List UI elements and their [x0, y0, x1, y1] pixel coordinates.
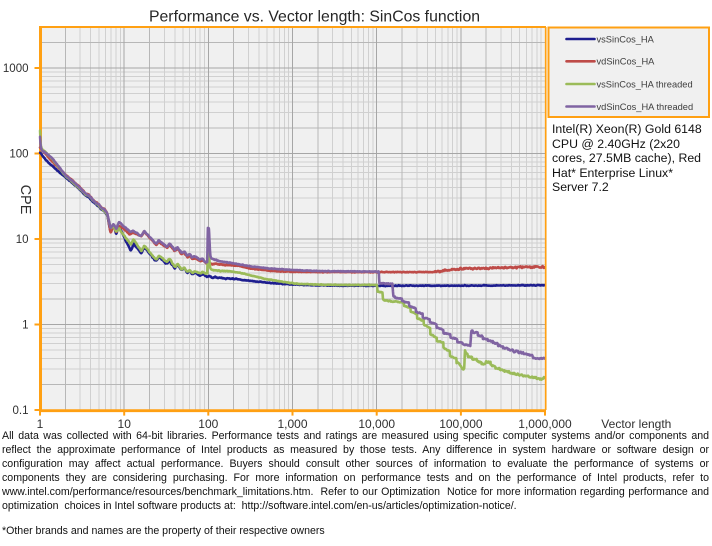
svg-text:CPE: CPE — [17, 185, 33, 215]
svg-text:100: 100 — [9, 149, 28, 161]
svg-text:vdSinCos_HA threaded: vdSinCos_HA threaded — [597, 102, 694, 112]
svg-text:1: 1 — [37, 417, 44, 431]
svg-text:100: 100 — [198, 417, 218, 431]
svg-text:10,000: 10,000 — [358, 417, 395, 431]
svg-text:Performance vs. Vector length:: Performance vs. Vector length: SinCos fu… — [149, 9, 480, 26]
svg-text:0.1: 0.1 — [13, 405, 29, 417]
svg-text:1000: 1000 — [3, 63, 29, 75]
svg-text:10: 10 — [16, 234, 29, 246]
svg-text:10: 10 — [118, 417, 132, 431]
svg-text:vdSinCos_HA: vdSinCos_HA — [597, 57, 656, 67]
svg-text:1: 1 — [22, 320, 28, 332]
svg-text:100,000: 100,000 — [439, 417, 483, 431]
svg-text:1,000: 1,000 — [277, 417, 307, 431]
svg-text:Vector length: Vector length — [601, 417, 671, 431]
svg-text:vsSinCos_HA: vsSinCos_HA — [597, 34, 655, 44]
svg-text:1,000,000: 1,000,000 — [518, 417, 572, 431]
svg-text:vsSinCos_HA threaded: vsSinCos_HA threaded — [597, 79, 693, 89]
